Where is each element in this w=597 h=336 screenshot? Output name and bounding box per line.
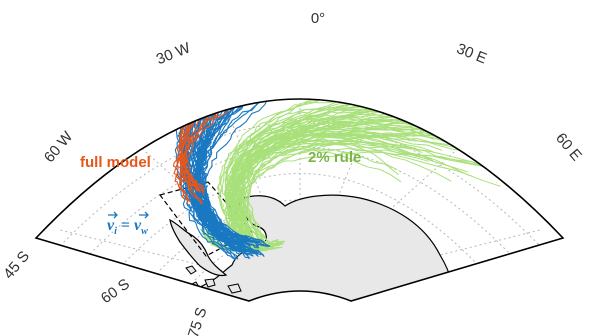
lat-label-60s: 60 S — [98, 276, 133, 308]
velocity-equals: = — [117, 217, 134, 234]
svg-text:vi = vw: vi = vw — [107, 217, 148, 237]
track-line — [221, 99, 441, 241]
lon-label-60e: 60 E — [552, 130, 585, 165]
track-line — [229, 99, 476, 245]
lon-label-0: 0° — [311, 10, 325, 27]
track-line — [186, 99, 272, 190]
track-line — [233, 99, 474, 246]
track-line — [236, 133, 482, 249]
pole-cap — [249, 291, 351, 336]
lat-label-45s: 45 S — [0, 248, 33, 283]
map-frame-outline — [34, 98, 565, 302]
velocity-rule-label: vi = vw — [107, 211, 149, 237]
lat-label-75s: 75 S — [185, 305, 211, 336]
vector-arrow-icon — [139, 211, 149, 219]
track-line — [234, 116, 395, 248]
track-line — [229, 125, 523, 250]
track-line — [176, 99, 254, 202]
velocity-rhs: v — [134, 217, 142, 234]
track-line — [232, 130, 442, 246]
track-line — [234, 118, 501, 241]
vector-arrow-icon — [108, 211, 118, 219]
lon-label-30e: 30 E — [454, 40, 489, 67]
tracks-2pct-rule — [200, 99, 531, 254]
track-line — [228, 122, 495, 241]
lon-label-30w: 30 W — [154, 39, 194, 68]
track-line — [239, 134, 430, 249]
track-line — [241, 120, 470, 249]
two-percent-rule-label: 2% rule — [308, 149, 361, 166]
antarctic-peninsula — [169, 218, 228, 277]
velocity-rhs-sub: w — [141, 226, 148, 237]
full-model-label: full model — [80, 154, 151, 171]
track-line — [226, 147, 516, 248]
velocity-lhs-sub: i — [114, 226, 117, 237]
track-line — [181, 99, 223, 188]
antarctica-land — [148, 194, 454, 301]
lon-label-60w: 60 W — [41, 128, 77, 166]
velocity-lhs: v — [107, 217, 115, 234]
